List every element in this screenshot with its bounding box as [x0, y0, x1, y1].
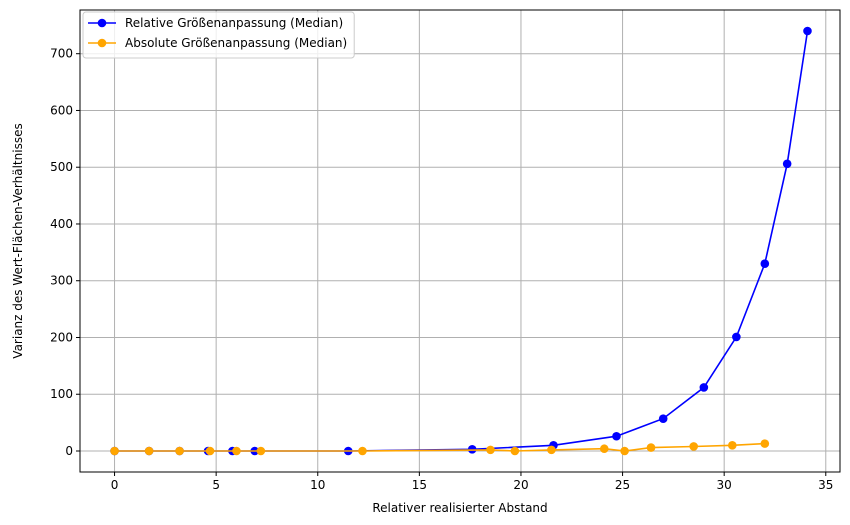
series-line	[114, 442, 765, 452]
data-point	[599, 444, 609, 454]
x-tick-label: 20	[513, 478, 528, 492]
y-tick-label: 100	[50, 387, 73, 401]
data-point	[256, 446, 266, 456]
data-point	[144, 446, 154, 456]
data-point	[175, 446, 184, 456]
data-point	[658, 414, 668, 423]
data-point	[358, 446, 367, 456]
legend-label: Relative Größenanpassung (Median)	[125, 16, 343, 30]
data-point	[110, 446, 119, 456]
data-point	[510, 446, 520, 456]
series-2	[110, 439, 770, 456]
data-point	[689, 442, 698, 451]
x-tick-label: 30	[717, 478, 732, 492]
x-tick-label: 15	[412, 478, 427, 492]
data-point	[760, 259, 770, 269]
data-point	[699, 383, 709, 392]
data-point	[486, 445, 495, 455]
y-tick-label: 400	[50, 217, 73, 231]
series-layer	[110, 26, 812, 456]
x-tick-label: 0	[111, 478, 119, 492]
data-point	[727, 441, 737, 450]
data-point	[803, 26, 812, 36]
y-tick-label: 0	[65, 444, 73, 458]
x-axis-label: Relativer realisierter Abstand	[372, 501, 547, 515]
data-point	[232, 446, 241, 456]
y-tick-label: 600	[50, 103, 73, 117]
legend: Relative Größenanpassung (Median) Absolut…	[82, 11, 355, 59]
y-tick-label: 300	[50, 274, 73, 288]
y-axis-label: Varianz des Wert-Flächen-Verhältnisses	[11, 123, 25, 358]
x-tick-label: 5	[212, 478, 220, 492]
y-tick-label: 700	[50, 47, 73, 61]
legend-label: Absolute Größenanpassung (Median)	[125, 36, 347, 50]
x-tick-label: 25	[615, 478, 630, 492]
legend-box	[82, 11, 355, 59]
legend-marker	[97, 18, 107, 28]
legend-entry: Absolute Größenanpassung (Median)	[88, 36, 347, 50]
data-point	[612, 431, 621, 441]
data-point	[620, 446, 629, 456]
data-point	[782, 159, 792, 169]
legend-marker	[97, 38, 107, 48]
y-tick-label: 200	[50, 330, 73, 344]
x-tick-label: 35	[818, 478, 833, 492]
legend-entry: Relative Größenanpassung (Median)	[88, 16, 343, 30]
axes: 0 5 10 15 20 25 30 35 0 100 200 300 400 500 600 700	[50, 47, 833, 492]
data-point	[205, 446, 215, 456]
data-point	[732, 332, 741, 342]
y-tick-label: 500	[50, 160, 73, 174]
data-point	[760, 439, 770, 448]
plot-frame	[79, 9, 841, 473]
data-point	[646, 443, 656, 452]
data-point	[547, 445, 556, 455]
x-tick-label: 10	[310, 478, 325, 492]
